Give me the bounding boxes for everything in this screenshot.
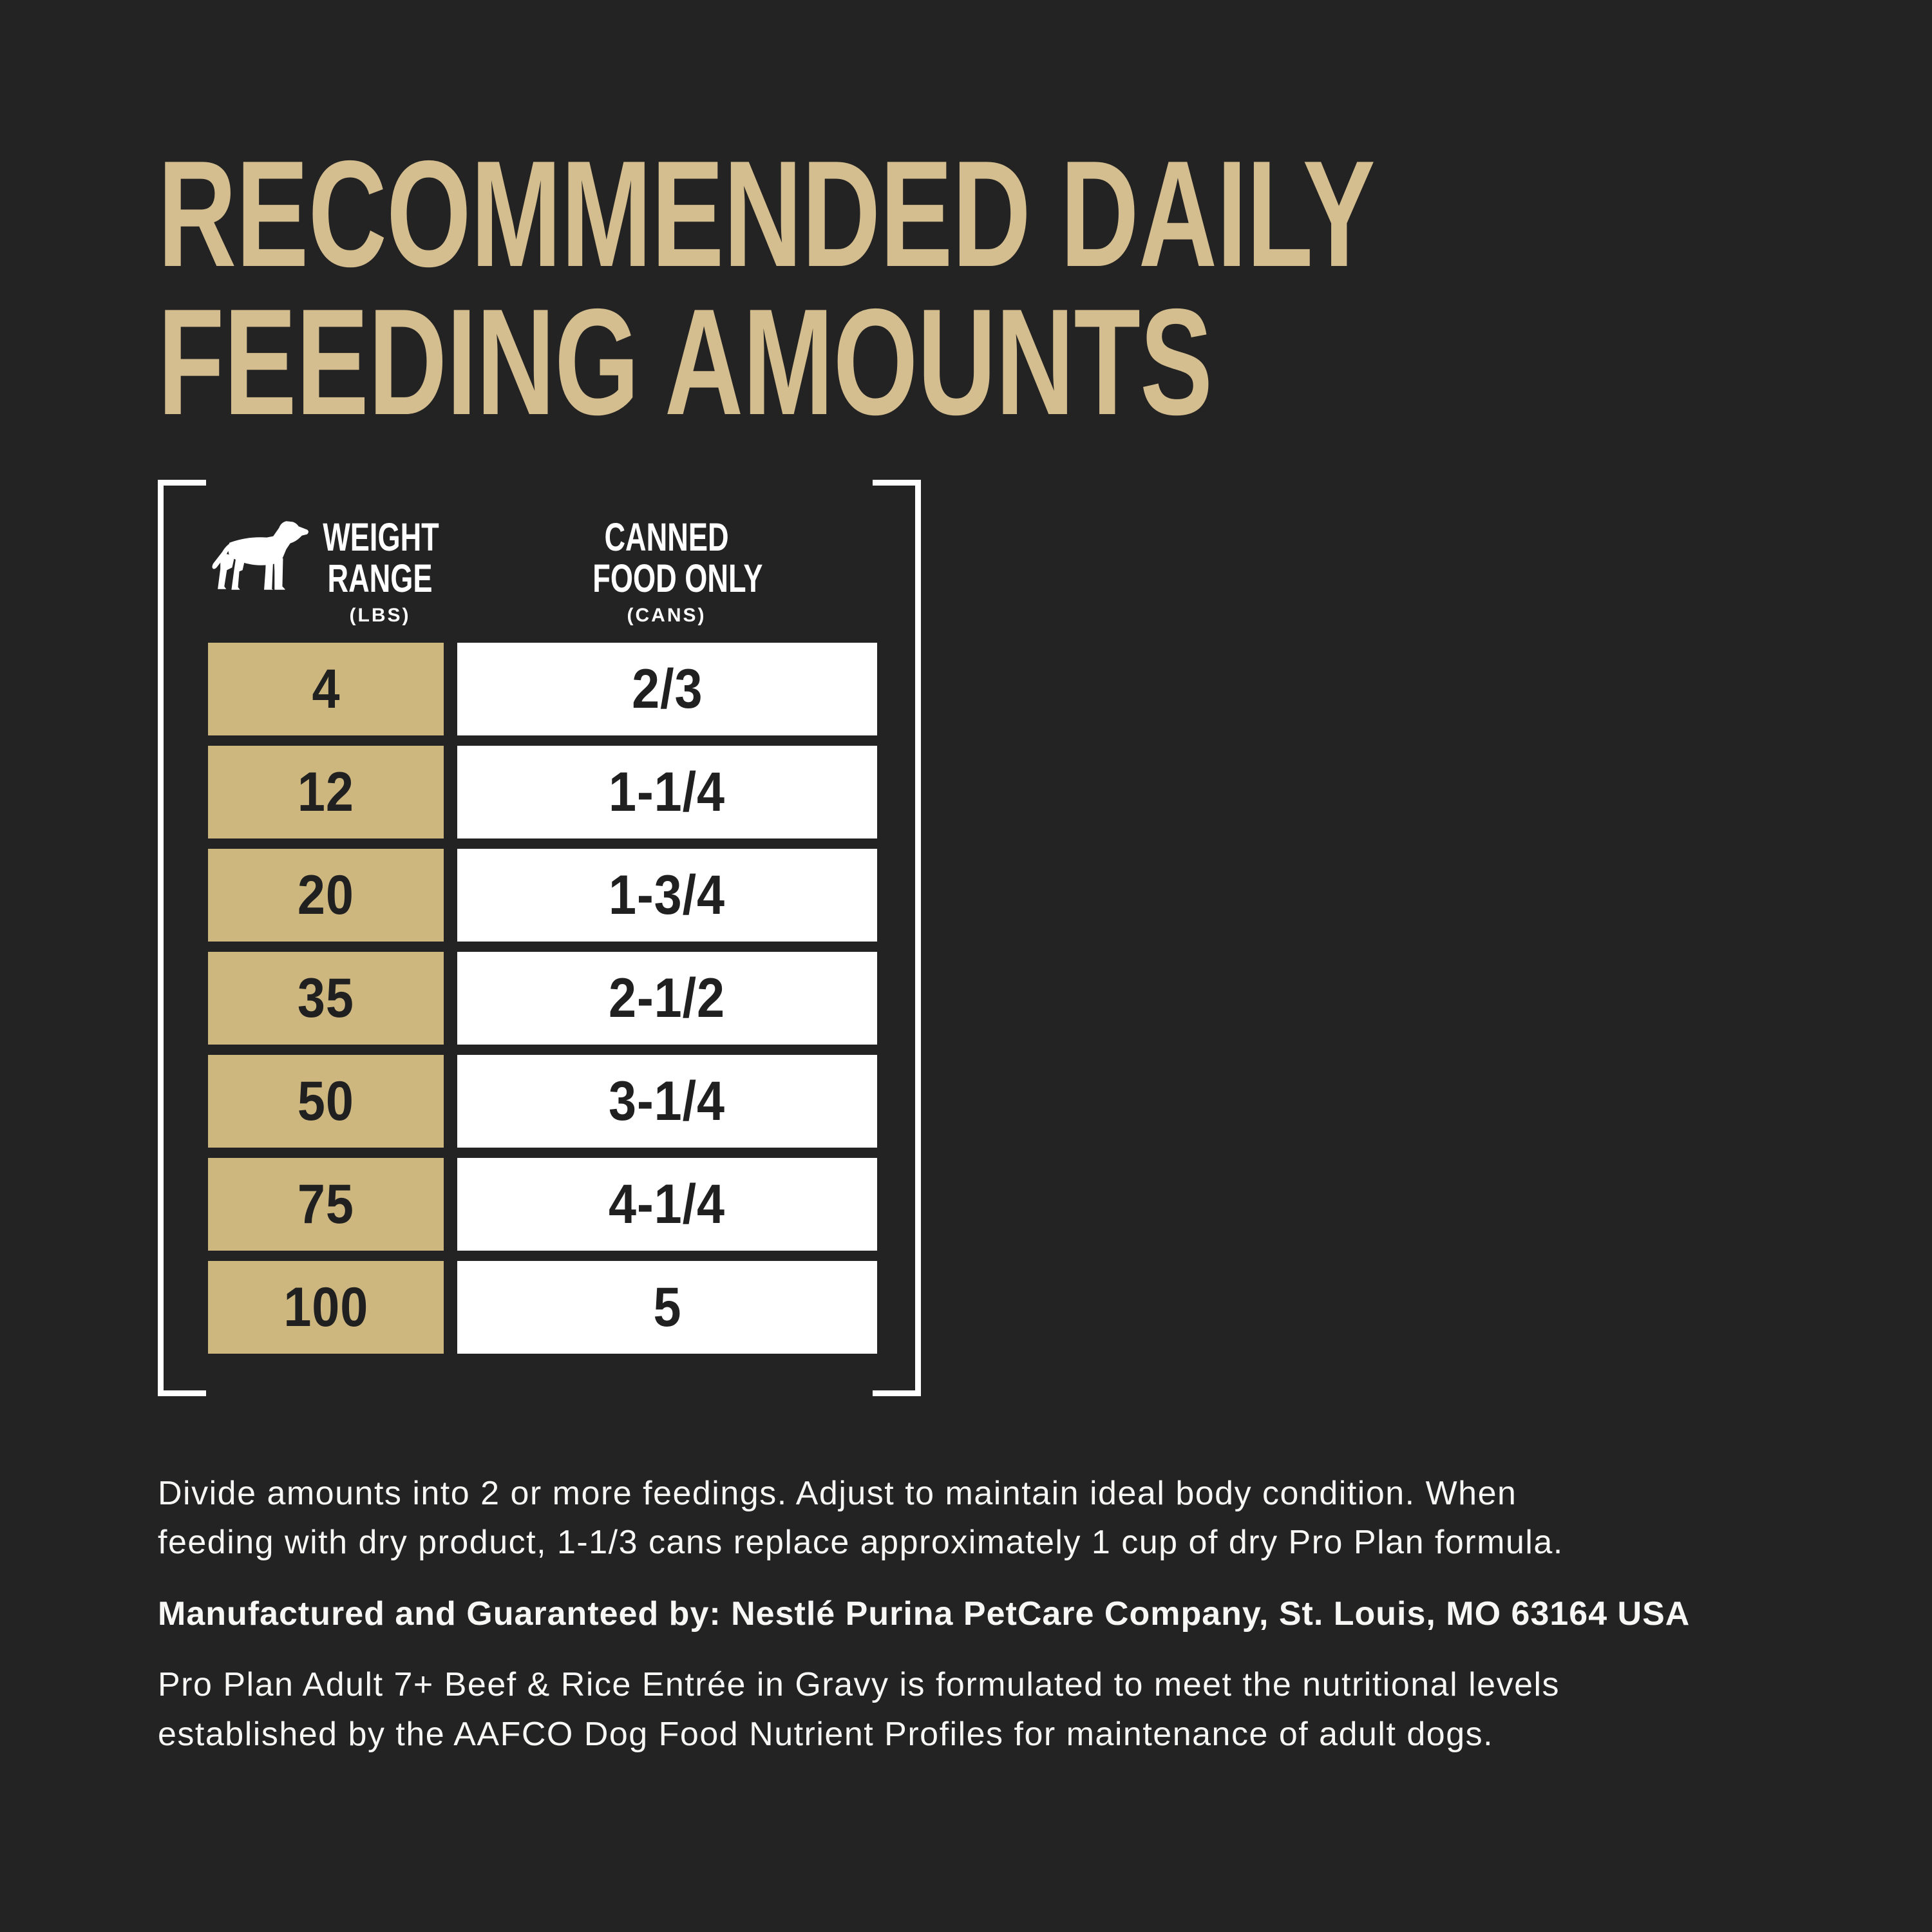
cans-cell-row-3: 1-3/4 (457, 849, 877, 942)
weight-value: 20 (298, 864, 354, 926)
cans-value: 1-1/4 (609, 761, 726, 823)
feeding-instructions-note: Divide amounts into 2 or more feedings. … (158, 1469, 1564, 1567)
cans-cell-row-5: 3-1/4 (457, 1055, 877, 1148)
canned-food-unit: (CANS) (627, 605, 706, 626)
weight-cell-row-1: 4 (208, 643, 444, 735)
dog-silhouette-icon (212, 521, 308, 590)
table-bracket-left (158, 480, 206, 1396)
weight-range-label-line-1: WEIGHT (323, 515, 439, 559)
column-header-weight-range: WEIGHT RANGE (LBS) (303, 516, 457, 627)
weight-cell-row-5: 50 (208, 1055, 444, 1148)
page-title-line-1: RECOMMENDED DAILY (158, 129, 1376, 298)
manufacturer-statement: Manufactured and Guaranteed by: Nestlé P… (158, 1595, 1690, 1633)
cans-value: 5 (653, 1276, 681, 1338)
weight-cell-row-6: 75 (208, 1158, 444, 1251)
feeding-note-line-1: Divide amounts into 2 or more feedings. … (158, 1475, 1517, 1512)
weight-range-unit: (LBS) (349, 605, 411, 626)
cans-value: 3-1/4 (609, 1070, 726, 1132)
weight-cell-row-2: 12 (208, 746, 444, 838)
cans-value: 1-3/4 (609, 864, 726, 926)
weight-cell-row-3: 20 (208, 849, 444, 942)
weight-cell-row-7: 100 (208, 1261, 444, 1354)
canned-food-label-line-1: CANNED (604, 515, 729, 559)
aafco-statement-line-1: Pro Plan Adult 7+ Beef & Rice Entrée in … (158, 1666, 1560, 1703)
cans-value: 2-1/2 (609, 967, 726, 1029)
weight-cell-row-4: 35 (208, 952, 444, 1045)
cans-cell-row-1: 2/3 (457, 643, 877, 735)
page-title-line-2: FEEDING AMOUNTS (158, 277, 1213, 446)
cans-cell-row-2: 1-1/4 (457, 746, 877, 838)
cans-value: 4-1/4 (609, 1173, 726, 1235)
column-header-canned-food: CANNED FOOD ONLY (CANS) (567, 516, 766, 627)
weight-value: 4 (312, 658, 340, 720)
weight-value: 35 (298, 967, 354, 1029)
cans-cell-row-7: 5 (457, 1261, 877, 1354)
cans-value: 2/3 (631, 658, 703, 720)
weight-value: 12 (298, 761, 354, 823)
feeding-note-line-2: feeding with dry product, 1-1/3 cans rep… (158, 1524, 1564, 1561)
weight-value: 75 (298, 1173, 354, 1235)
weight-range-label-line-2: RANGE (327, 556, 433, 600)
aafco-statement-line-2: established by the AAFCO Dog Food Nutrie… (158, 1716, 1494, 1753)
aafco-statement: Pro Plan Adult 7+ Beef & Rice Entrée in … (158, 1660, 1560, 1759)
cans-cell-row-4: 2-1/2 (457, 952, 877, 1045)
canned-food-label-line-2: FOOD ONLY (592, 556, 763, 600)
cans-cell-row-6: 4-1/4 (457, 1158, 877, 1251)
weight-value: 100 (283, 1276, 368, 1338)
table-bracket-right (873, 480, 921, 1396)
weight-value: 50 (298, 1070, 354, 1132)
